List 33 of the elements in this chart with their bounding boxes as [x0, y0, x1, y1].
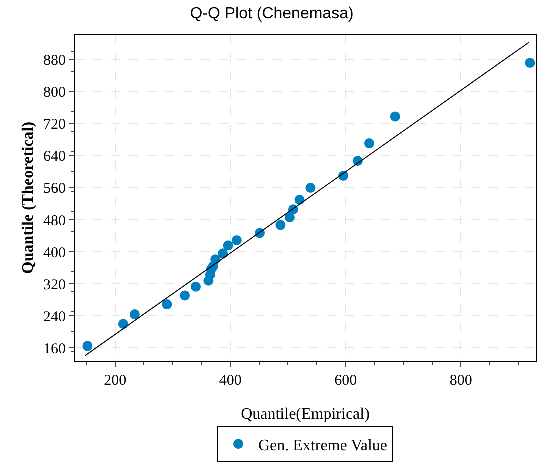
- point: [276, 220, 286, 230]
- point: [162, 300, 172, 310]
- x-axis-title: Quantile(Empirical): [241, 406, 370, 423]
- chart-title: Q-Q Plot (Chenemasa): [190, 5, 354, 22]
- y-tick-label: 560: [44, 181, 66, 198]
- y-axis-title: Quantile (Theoretical): [20, 122, 37, 274]
- x-tick-label: 400: [219, 373, 242, 389]
- legend-label: Gen. Extreme Value: [258, 437, 388, 454]
- point: [82, 341, 93, 352]
- point: [232, 235, 242, 246]
- point: [390, 112, 400, 122]
- y-tick-label: 880: [44, 53, 66, 70]
- point: [306, 182, 316, 193]
- y-tick-label: 640: [44, 149, 66, 166]
- point: [364, 138, 374, 149]
- x-tick-label: 600: [334, 373, 358, 389]
- point: [284, 212, 295, 223]
- point: [191, 282, 202, 292]
- y-tick-label: 800: [44, 85, 66, 102]
- y-tick-label: 320: [44, 277, 66, 294]
- y-tick-label: 240: [44, 309, 66, 326]
- point: [180, 290, 190, 301]
- point: [223, 240, 234, 251]
- y-tick-label: 160: [44, 341, 66, 358]
- x-tick-label: 800: [450, 373, 472, 389]
- point: [525, 58, 536, 68]
- point: [218, 248, 228, 259]
- y-tick-label: 400: [44, 245, 66, 262]
- y-tick-label: 720: [44, 117, 66, 134]
- y-tick-label: 480: [44, 213, 66, 230]
- x-tick-label: 200: [104, 373, 127, 389]
- point: [118, 319, 128, 330]
- point: [130, 310, 140, 320]
